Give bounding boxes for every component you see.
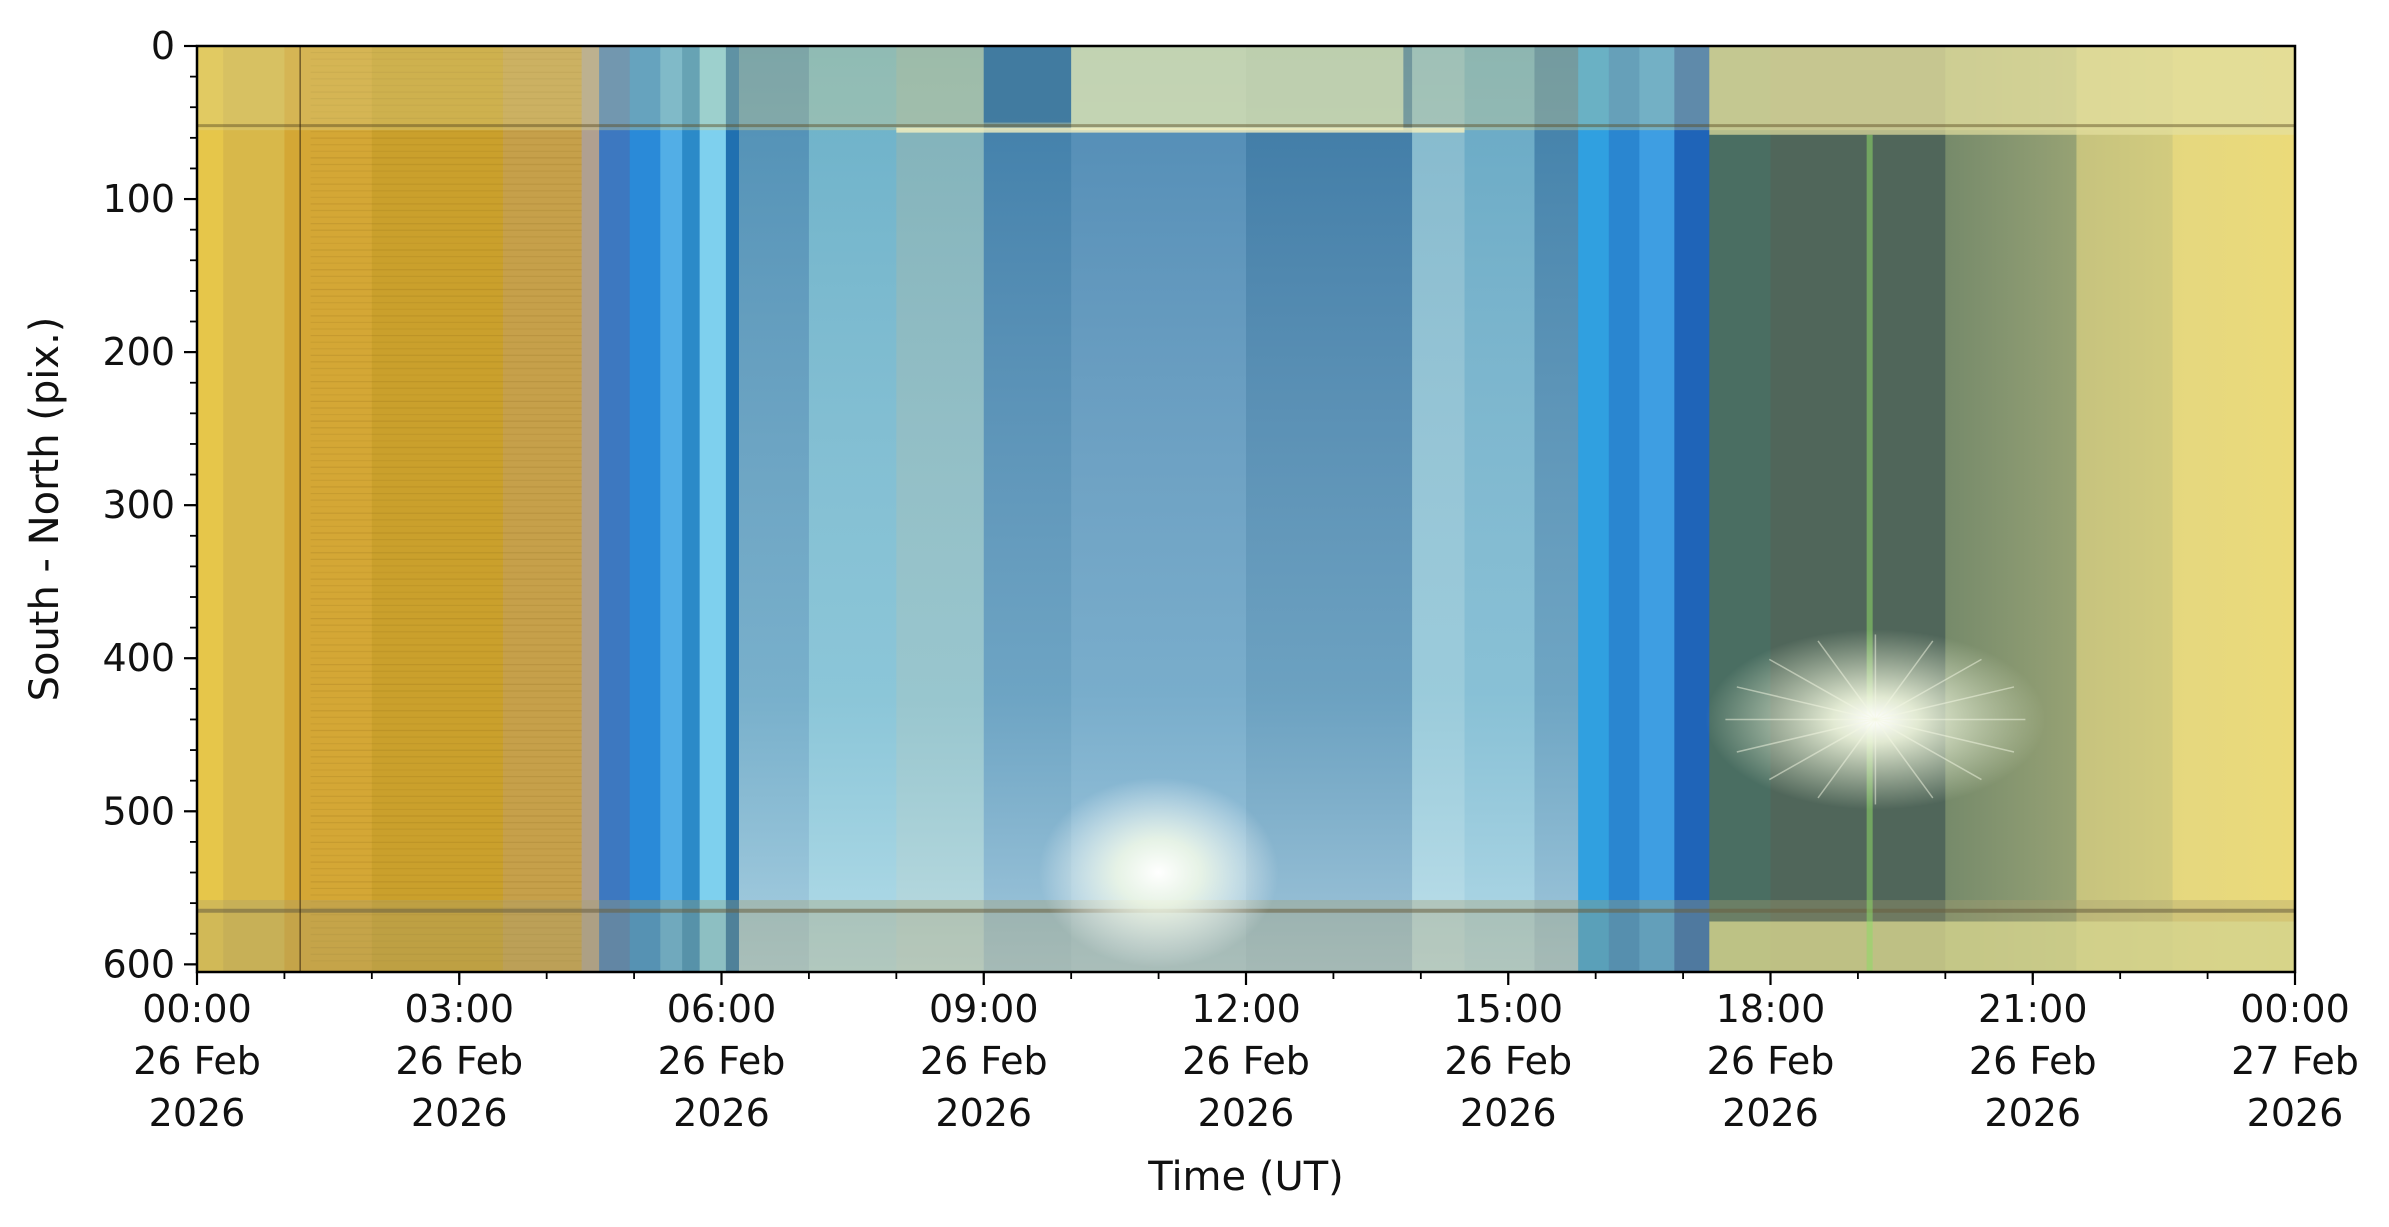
flare-ray (1874, 719, 1934, 799)
y-tick-label: 100 (102, 177, 175, 221)
x-tick-label: 00:00 27 Feb 2026 (2231, 987, 2359, 1135)
x-tick-label: 09:00 26 Feb 2026 (920, 987, 1048, 1135)
x-tick-label: 18:00 26 Feb 2026 (1707, 987, 1835, 1135)
flare-ray (1874, 640, 1934, 720)
y-axis-title: South - North (pix.) (22, 317, 68, 702)
x-tick-label: 15:00 26 Feb 2026 (1444, 987, 1572, 1135)
y-tick-label: 600 (102, 942, 175, 986)
x-tick-label: 00:00 26 Feb 2026 (133, 987, 261, 1135)
y-tick-label: 300 (102, 483, 175, 527)
heatmap-band (699, 46, 727, 972)
flare-ray (1817, 719, 1877, 799)
y-tick-label: 0 (151, 24, 175, 68)
x-tick-label: 12:00 26 Feb 2026 (1182, 987, 1310, 1135)
heatmap-band (1578, 46, 1610, 972)
y-tick-label: 200 (102, 330, 175, 374)
twilight-veil (1945, 46, 2295, 972)
heatmap-band (284, 46, 373, 972)
flare-ray (1768, 658, 1876, 721)
heatmap-band (629, 46, 661, 972)
flare-ray (1736, 718, 1876, 753)
heatmap-band (1639, 46, 1675, 972)
heatmap-image (197, 46, 2295, 972)
x-axis-title: Time (UT) (1147, 1154, 1344, 1200)
heatmap-band (1674, 46, 1710, 972)
x-tick-label: 03:00 26 Feb 2026 (395, 987, 523, 1135)
heatmap-band (725, 46, 740, 972)
heatmap-band (660, 46, 683, 972)
flare-ray (1875, 718, 1982, 781)
heatmap-band (502, 46, 583, 972)
sun-flare (1038, 777, 1279, 968)
heatmap-band (1770, 46, 1946, 972)
flare-ray (1875, 686, 2015, 721)
heatmap-band (197, 46, 224, 972)
flare-ray (1875, 658, 1982, 721)
y-tick-label: 400 (102, 636, 175, 680)
y-tick-label: 500 (102, 789, 175, 833)
x-tick-label: 06:00 26 Feb 2026 (658, 987, 786, 1135)
heatmap-band (682, 46, 701, 972)
x-axis: 00:00 26 Feb 2026 03:00 26 Feb 2026 06:00 26 Fe… (133, 972, 2359, 1135)
flare-ray (1875, 718, 2015, 753)
top-edge-band-right (1709, 46, 2295, 135)
flare-ray (1768, 718, 1876, 781)
heatmap-band (223, 46, 286, 972)
flare-ray (1736, 686, 1876, 721)
heatmap-band (581, 46, 600, 972)
top-edge-block (983, 46, 1072, 123)
x-tick-label: 21:00 26 Feb 2026 (1969, 987, 2097, 1135)
heatmap-band (371, 46, 504, 972)
green-stripe (1866, 134, 1873, 972)
top-edge-band-mid (1071, 46, 1404, 131)
flare-ray (1817, 640, 1877, 720)
y-axis: 0 100 200 300 400 500 600 (102, 24, 197, 986)
heatmap-band (1709, 46, 1772, 972)
heatmap-band (1608, 46, 1640, 972)
bottom-edge-band-right (1709, 921, 2295, 972)
heatmap-band (599, 46, 631, 972)
